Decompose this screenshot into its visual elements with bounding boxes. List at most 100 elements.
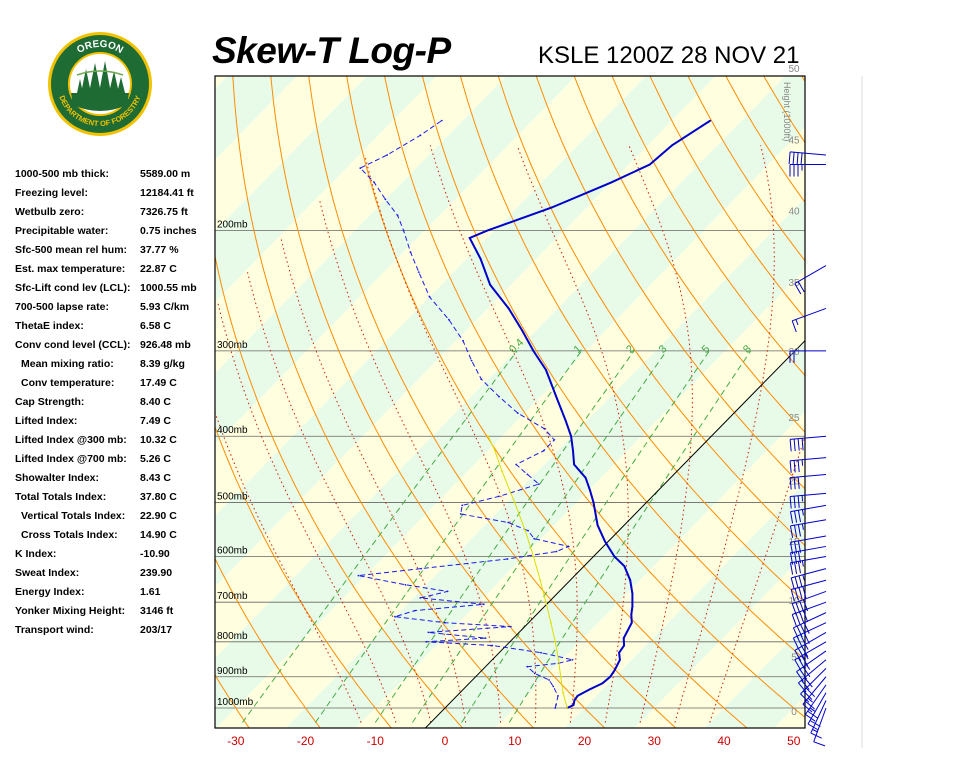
wind-barb-flag <box>794 541 798 554</box>
plot-area: 0.4 1 2 3 5 8 <box>0 25 805 736</box>
dry-adiabat-line <box>535 76 805 490</box>
index-row: Lifted Index @700 mb: 5.26 C <box>15 453 215 472</box>
pressure-label: 700mb <box>217 591 248 602</box>
wind-barb-flag <box>800 624 807 636</box>
moist-adiabat-line <box>247 271 432 723</box>
temperature-point <box>601 682 604 685</box>
index-value: -10.90 <box>140 548 170 560</box>
temperature-point <box>671 144 673 147</box>
dewpoint-point <box>440 119 443 122</box>
index-value: 12184.41 ft <box>140 187 194 199</box>
temperature-band <box>215 76 786 659</box>
dewpoint-point <box>515 463 518 466</box>
temperature-point <box>572 449 574 452</box>
temperature-point <box>479 258 482 260</box>
wind-barb <box>794 265 827 295</box>
wind-barb-flag <box>797 551 801 564</box>
dewpoint-point <box>538 483 540 485</box>
temperature-point <box>613 555 616 558</box>
wind-barb-half-flag <box>801 523 804 530</box>
wind-barb <box>789 435 827 452</box>
wind-barb-flag <box>790 552 794 565</box>
temperature-band <box>495 411 805 728</box>
wind-barb-flag <box>802 610 809 622</box>
index-label: Sfc-500 mean rel hum: <box>15 244 128 256</box>
dewpoint-point <box>459 513 462 515</box>
pressure-label: 600mb <box>217 545 248 556</box>
dewpoint-point <box>498 395 500 398</box>
moist-adiabat-line <box>429 145 578 723</box>
temperature-point <box>573 463 575 466</box>
dewpoint-point <box>506 558 509 560</box>
wind-barb-flag <box>796 625 803 638</box>
index-value: 17.49 C <box>140 377 177 389</box>
wind-barb-flag <box>807 710 818 719</box>
wind-barb-staff <box>810 700 827 734</box>
temperature-band <box>634 554 805 728</box>
wind-barb-flag <box>796 152 799 165</box>
wind-barb-half-flag <box>809 707 816 712</box>
wind-barb-flag <box>801 655 809 667</box>
height-tick-label: 25 <box>788 413 800 424</box>
index-label: Precipitable water: <box>15 225 109 237</box>
index-label: Cap Strength: <box>15 396 85 408</box>
height-tick-label: 0 <box>791 707 797 718</box>
temperature-tick-label: 0 <box>442 734 449 748</box>
index-value: 1000.55 mb <box>140 282 197 294</box>
index-row: 1000-500 mb thick: 5589.00 m <box>15 168 215 187</box>
dry-adiabat-line <box>232 76 535 728</box>
parcel-point <box>562 691 564 694</box>
wind-barb-flag <box>798 575 803 588</box>
dewpoint-point <box>552 685 555 688</box>
dewpoint-point <box>425 640 428 643</box>
parcel-point <box>554 640 557 643</box>
wind-barb-staff <box>792 601 827 615</box>
temperature-band <box>0 25 208 736</box>
temperature-tick-label: 40 <box>717 734 731 748</box>
wind-barb-flag <box>794 283 802 295</box>
temperature-point <box>576 695 579 697</box>
index-row: Yonker Mixing Height: 3146 ft <box>15 605 215 624</box>
wind-barb <box>789 350 827 363</box>
wind-barb-flag <box>790 511 794 524</box>
index-value: 3146 ft <box>140 605 174 617</box>
wind-barb-staff <box>793 612 827 629</box>
index-label: 700-500 lapse rate: <box>15 301 109 313</box>
moist-adiabat-line <box>280 237 467 723</box>
dry-adiabat-line <box>270 76 606 728</box>
mixing-ratio-line <box>461 350 710 723</box>
mixing-ratio-line <box>508 350 752 723</box>
temperature-band <box>774 696 805 728</box>
temperature-point <box>550 206 553 209</box>
index-label: ThetaE index: <box>15 320 84 332</box>
dry-adiabat-line <box>308 76 677 728</box>
dewpoint-point <box>414 609 416 612</box>
wind-barb-staff <box>800 668 827 695</box>
temperature-point <box>626 629 629 632</box>
dewpoint-point <box>555 550 558 553</box>
temperature-tick-label: 10 <box>508 734 522 748</box>
index-value: 5.93 C/km <box>140 301 190 313</box>
index-label: Yonker Mixing Height: <box>15 605 126 617</box>
index-value: 8.39 g/kg <box>140 358 185 370</box>
wind-barb-staff <box>792 307 827 322</box>
temperature-point <box>555 395 558 398</box>
index-label: Conv cond level (CCL): <box>15 339 131 351</box>
dry-adiabat-line <box>649 76 805 320</box>
zero-isotherm-line <box>424 339 805 728</box>
dewpoint-point <box>543 427 546 430</box>
index-label: Transport wind: <box>15 624 94 636</box>
dry-adiabat-line <box>215 674 250 728</box>
dry-adiabat-line <box>215 557 321 728</box>
index-row: 700-500 lapse rate: 5.93 C/km <box>15 301 215 320</box>
index-value: 37.80 C <box>140 491 177 503</box>
wind-barb-flag <box>810 732 822 739</box>
pressure-label: 300mb <box>217 340 248 351</box>
dewpoint-point <box>540 651 542 654</box>
wind-barb-flag <box>793 438 796 452</box>
wind-barb-flag <box>797 460 800 473</box>
dewpoint-point <box>402 229 405 232</box>
wind-barb-flag <box>802 599 809 612</box>
temperature-point <box>486 229 489 232</box>
wind-barb <box>790 579 827 602</box>
